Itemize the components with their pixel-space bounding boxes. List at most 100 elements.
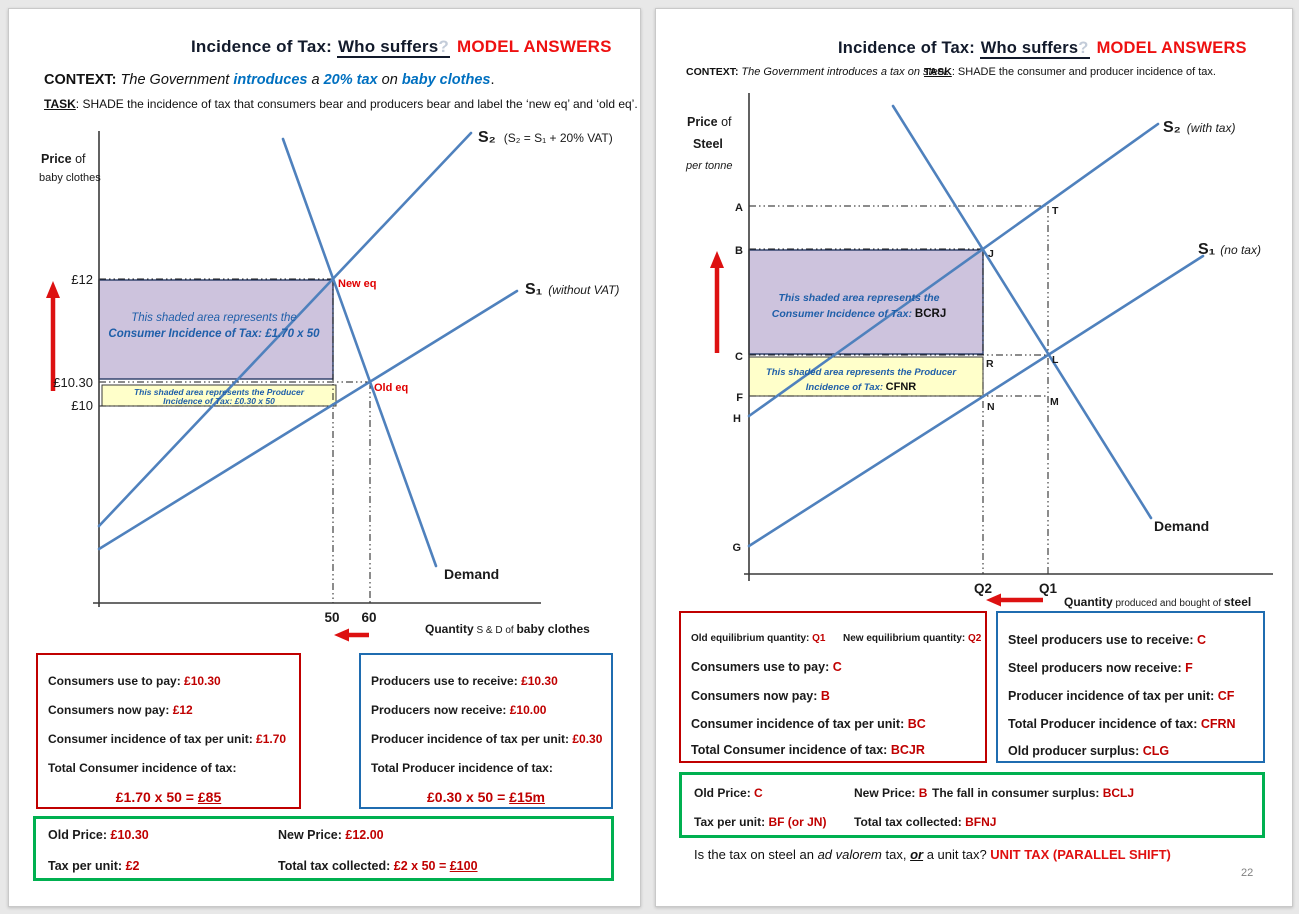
consumer-total-formula: £1.70 x 50 = £85 [115, 789, 222, 805]
y-axis-title: Price of [41, 152, 86, 166]
producer-area-caption-line2: Incidence of Tax: £0.30 x 50 [163, 396, 275, 406]
demand-curve-label: Demand [1154, 518, 1209, 534]
box-row: Producer incidence of tax per unit: £0.3… [371, 732, 603, 746]
curves [747, 104, 1205, 548]
box-row: Steel producers now receive: F [1008, 661, 1193, 675]
box-row: Producers now receive: £10.00 [371, 703, 547, 717]
point-J-label: J [988, 248, 994, 260]
supply-s2-curve [97, 131, 473, 528]
price-F-label: F [736, 392, 743, 404]
price-1030-label: £10.30 [53, 375, 93, 390]
box-row: Total Consumer incidence of tax: [48, 761, 237, 775]
price-B-label: B [735, 245, 743, 257]
task-label: TASK [924, 66, 952, 78]
producer-area-caption-line1: This shaded area represents the Producer [766, 367, 957, 378]
qty-Q2-label: Q2 [974, 581, 992, 596]
box-row: Tax per unit: £2 [48, 859, 140, 873]
box-row: Total Producer incidence of tax: CFRN [1008, 717, 1236, 731]
quantity-fall-arrow-head [334, 628, 349, 642]
title-prefix: Incidence of Tax: [838, 39, 980, 57]
quantity-fall-arrow-head [986, 593, 1001, 607]
box-row: Producers use to receive: £10.30 [371, 674, 558, 688]
price-H-label: H [733, 413, 741, 425]
box-row: Total Producer incidence of tax: [371, 761, 553, 775]
guide-lines [749, 205, 1049, 574]
box-row: Consumers use to pay: £10.30 [48, 674, 221, 688]
consumer-incidence-area [98, 279, 334, 380]
y-axis-title-line3: per tonne [685, 160, 732, 172]
box-row: Old Price: C [694, 786, 763, 800]
context-label: CONTEXT: [44, 72, 121, 88]
page-title: Incidence of Tax: Who suffers? MODEL ANSW… [838, 39, 1247, 59]
consumer-incidence-area [748, 249, 984, 355]
box-row: Total Consumer incidence of tax: BCJR [691, 743, 925, 757]
price-rise-arrow-head [46, 281, 60, 298]
consumer-incidence-box: Consumers use to pay: £10.30 Consumers n… [36, 653, 301, 809]
title-question-mark: ? [438, 37, 449, 56]
model-answers-label: MODEL ANSWERS [456, 37, 612, 56]
x-axis-title: Quantity produced and bought of steel [1064, 595, 1251, 609]
box-row: Old producer surplus: CLG [1008, 744, 1170, 758]
old-eq-label: Old eq [374, 382, 408, 394]
s2-curve-label: S₂ (S₂ = S₁ + 20% VAT) [478, 129, 613, 146]
supply-demand-chart-steel: Price of Steel per tonne A B C F H G T J… [685, 93, 1273, 609]
producer-incidence-box: Producers use to receive: £10.30 Produce… [359, 653, 613, 809]
point-M-label: M [1050, 396, 1059, 408]
page-number: 22 [1241, 867, 1254, 879]
supply-demand-chart-baby-clothes: Price of baby clothes £12 £10.30 £10 Thi… [39, 129, 619, 642]
price-G-label: G [732, 542, 741, 554]
price-rise-arrow [710, 251, 724, 353]
price-10-label: £10 [71, 398, 93, 413]
qty-60-label: 60 [361, 610, 376, 625]
consumer-area-caption-line2: Consumer Incidence of Tax: BCRJ [772, 308, 946, 320]
axes [93, 131, 541, 607]
producer-area-caption-line2: Incidence of Tax: CFNR [806, 381, 916, 393]
supply-s1-curve [747, 254, 1205, 548]
box-row: Steel producers use to receive: C [1008, 633, 1206, 647]
task-line: TASK: SHADE the incidence of tax that co… [44, 97, 638, 111]
axes [744, 93, 1273, 581]
page-title: Incidence of Tax: Who suffers? MODEL ANSW… [191, 37, 612, 58]
point-R-label: R [986, 358, 994, 370]
box-row: Consumers use to pay: C [691, 660, 842, 674]
s1-curve-label: S₁ (without VAT) [525, 281, 619, 298]
context-line: CONTEXT: The Government introduces a 20%… [44, 72, 495, 88]
task-line: TASK: SHADE the consumer and producer in… [924, 66, 1216, 78]
context-label: CONTEXT: [686, 66, 742, 78]
box-row: Consumer incidence of tax per unit: £1.7… [48, 732, 287, 746]
box-row: Consumer incidence of tax per unit: BC [691, 717, 926, 731]
price-12-label: £12 [71, 272, 93, 287]
slide-right: Incidence of Tax: Who suffers? MODEL ANSW… [655, 8, 1293, 907]
task-label: TASK [44, 97, 76, 111]
box-row: Old equilibrium quantity: Q1 [691, 633, 826, 644]
demand-curve-label: Demand [444, 566, 499, 582]
box-row: New equilibrium quantity: Q2 [843, 633, 982, 644]
point-T-label: T [1052, 205, 1059, 217]
s2-curve-label: S₂ (with tax) [1163, 119, 1235, 136]
consumer-area-caption-line1: This shaded area represents the [778, 292, 939, 304]
box-row: Consumers now pay: B [691, 689, 830, 703]
curves [97, 131, 519, 568]
box-row: New Price: £12.00 [278, 828, 384, 842]
title-question-mark: ? [1078, 39, 1089, 57]
box-row: The fall in consumer surplus: BCLJ [932, 786, 1135, 800]
consumer-incidence-box: Old equilibrium quantity: Q1 New equilib… [679, 611, 987, 763]
y-axis-title-line2: baby clothes [39, 172, 101, 184]
new-eq-label: New eq [338, 278, 377, 290]
box-row: Total tax collected: £2 x 50 = £100 [278, 859, 478, 873]
price-rise-arrow [46, 281, 60, 391]
title-underlined: Who suffers? [336, 37, 450, 58]
price-A-label: A [735, 202, 743, 214]
price-C-label: C [735, 351, 743, 363]
supply-s1-curve [97, 289, 519, 551]
demand-curve [281, 137, 438, 568]
model-answers-label: MODEL ANSWERS [1096, 39, 1247, 57]
tax-summary-box: Old Price: £10.30 New Price: £12.00 Tax … [33, 816, 614, 881]
x-axis-title: Quantity S & D of baby clothes [425, 622, 590, 636]
box-row: Consumers now pay: £12 [48, 703, 193, 717]
s1-curve-label: S₁ (no tax) [1198, 241, 1261, 258]
y-axis-title: Price of [687, 115, 732, 129]
consumer-area-caption-line2: Consumer Incidence of Tax: £1.70 x 50 [108, 328, 320, 340]
producer-total-formula: £0.30 x 50 = £15m [427, 789, 545, 805]
box-row: Total tax collected: BFNJ [854, 815, 997, 829]
